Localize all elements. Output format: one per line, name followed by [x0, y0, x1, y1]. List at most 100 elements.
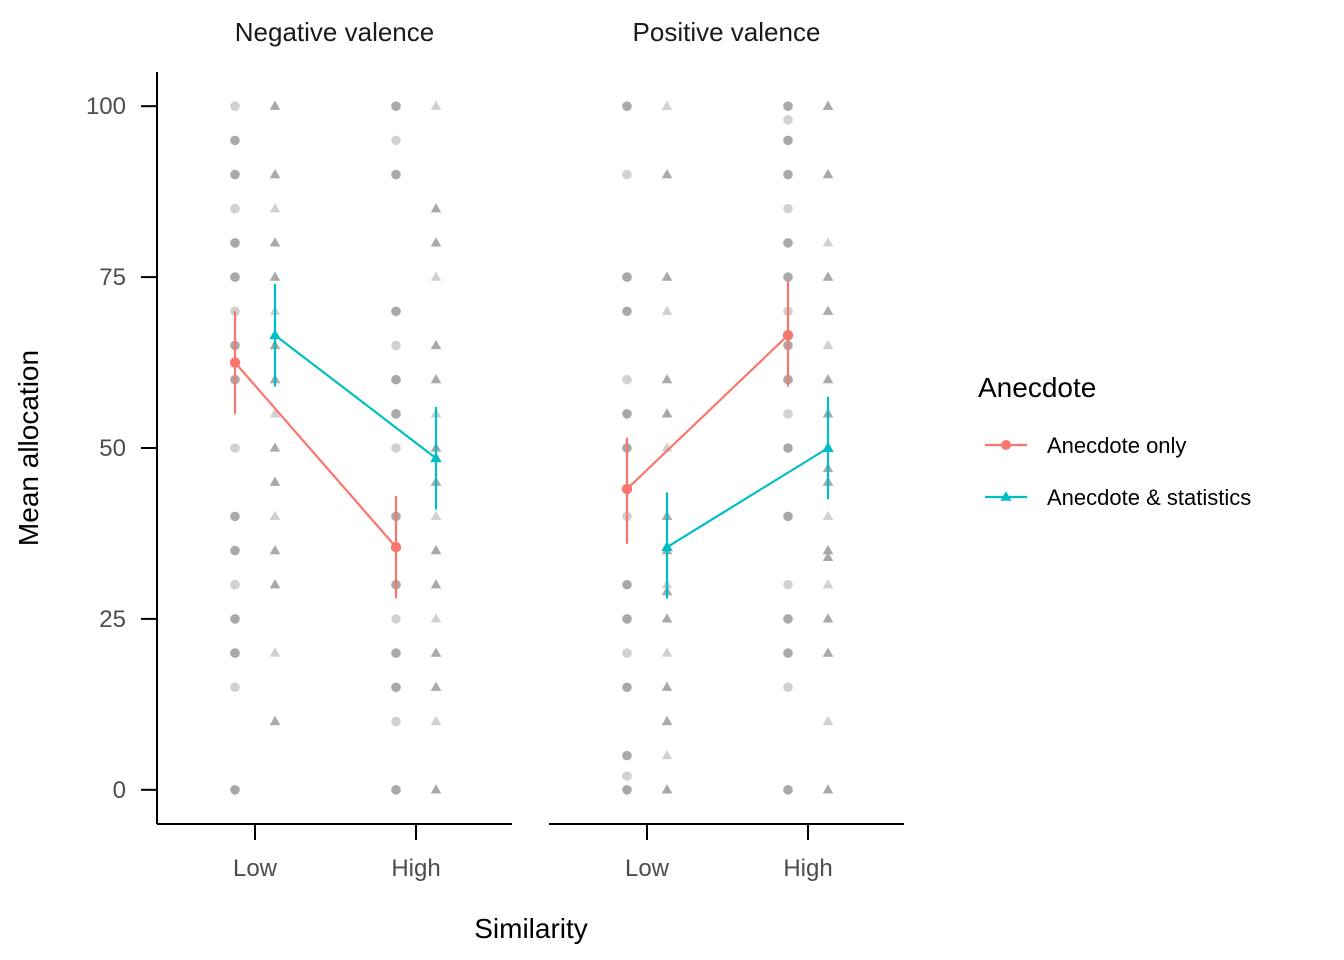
raw-data-point [391, 169, 401, 180]
raw-data-point [391, 409, 401, 419]
raw-data-point [230, 169, 240, 180]
raw-data-point [230, 443, 240, 453]
raw-data-point [230, 682, 240, 693]
mean-point [390, 541, 402, 553]
raw-data-point [822, 100, 834, 110]
raw-data-point [391, 340, 401, 351]
series-line [626, 334, 789, 490]
x-tick-label: Low [233, 855, 278, 882]
raw-data-point [661, 271, 673, 281]
raw-data-point [430, 100, 442, 110]
raw-data-point [230, 101, 240, 111]
legend-label: Anecdote only [1047, 433, 1186, 458]
raw-data-point [230, 648, 240, 658]
raw-data-point [661, 305, 673, 315]
legend-entry: Anecdote only [985, 433, 1186, 458]
raw-data-point [622, 169, 632, 180]
raw-data-point [661, 373, 673, 384]
raw-data-point [622, 648, 632, 658]
raw-data-point [430, 579, 442, 589]
mean-point [430, 452, 442, 463]
raw-data-point [783, 115, 793, 125]
raw-data-point [391, 443, 401, 453]
raw-data-point [269, 647, 281, 657]
y-tick-label: 0 [113, 777, 126, 804]
raw-data-point [622, 374, 632, 385]
raw-data-point [391, 614, 401, 624]
raw-data-point [822, 647, 834, 657]
raw-data-point [822, 339, 834, 350]
raw-data-point [783, 511, 793, 522]
series-anecdote-only [229, 311, 402, 599]
series-anecdote-statistics [269, 283, 442, 510]
raw-data-point [269, 579, 281, 589]
mean-point [269, 329, 281, 340]
raw-data-point [783, 443, 793, 453]
raw-data-point [269, 544, 281, 555]
x-tick-label: Low [625, 855, 670, 882]
series-anecdote-statistics [661, 396, 834, 599]
raw-data-point [391, 785, 401, 795]
raw-data-point [622, 409, 632, 419]
chart-panels: Negative valence Low High Positive valence L… [157, 17, 904, 882]
mean-point [782, 330, 794, 341]
raw-data-point [783, 648, 793, 658]
raw-data-point [230, 511, 240, 522]
facet-title: Positive valence [633, 17, 821, 47]
raw-data-point [430, 613, 442, 623]
raw-data-point [783, 135, 793, 146]
facet-panel: Negative valence Low High [157, 17, 512, 882]
mean-point [621, 483, 633, 495]
raw-data-point [622, 306, 632, 317]
raw-data-point [269, 442, 281, 452]
mean-point [822, 441, 834, 452]
raw-data-point [269, 168, 281, 179]
raw-data-point [391, 682, 401, 693]
raw-data-point [269, 271, 281, 281]
legend: Anecdote Anecdote only Anecdote & statist… [978, 372, 1251, 510]
raw-data-point [430, 271, 442, 281]
raw-data-point [269, 100, 281, 110]
raw-data-point [822, 510, 834, 521]
raw-data-point [269, 408, 281, 418]
raw-data-point [430, 203, 442, 213]
y-tick-label: 25 [99, 606, 126, 633]
raw-data-point [430, 544, 442, 555]
series-anecdote-only [621, 280, 794, 544]
series-line [234, 361, 397, 548]
raw-data-point [822, 168, 834, 179]
raw-data-point [430, 510, 442, 521]
raw-data-point [230, 272, 240, 282]
raw-data-point [391, 306, 401, 317]
raw-data-point [661, 715, 673, 726]
raw-data-point [661, 647, 673, 657]
raw-data-point [822, 579, 834, 589]
raw-data-point [230, 614, 240, 624]
raw-data-point [822, 544, 834, 555]
legend-title: Anecdote [978, 372, 1096, 403]
raw-data-point [783, 238, 793, 248]
raw-points [230, 100, 442, 795]
raw-data-point [622, 272, 632, 282]
raw-data-point [430, 681, 442, 691]
raw-points [622, 100, 834, 795]
raw-data-point [783, 614, 793, 624]
raw-data-point [822, 551, 834, 562]
raw-data-point [661, 749, 673, 760]
raw-data-point [230, 238, 240, 248]
raw-data-point [430, 373, 442, 384]
legend-entries: Anecdote only Anecdote & statistics [985, 433, 1251, 510]
legend-label: Anecdote & statistics [1047, 485, 1251, 510]
legend-key-marker [1000, 491, 1012, 501]
raw-data-point [783, 409, 793, 419]
raw-data-point [783, 101, 793, 111]
raw-data-point [661, 100, 673, 110]
raw-data-point [622, 579, 632, 590]
series-line [666, 447, 829, 549]
mean-point [661, 541, 673, 552]
raw-data-point [822, 715, 834, 726]
raw-data-point [783, 682, 793, 693]
legend-entry: Anecdote & statistics [985, 485, 1251, 510]
raw-data-point [430, 339, 442, 350]
